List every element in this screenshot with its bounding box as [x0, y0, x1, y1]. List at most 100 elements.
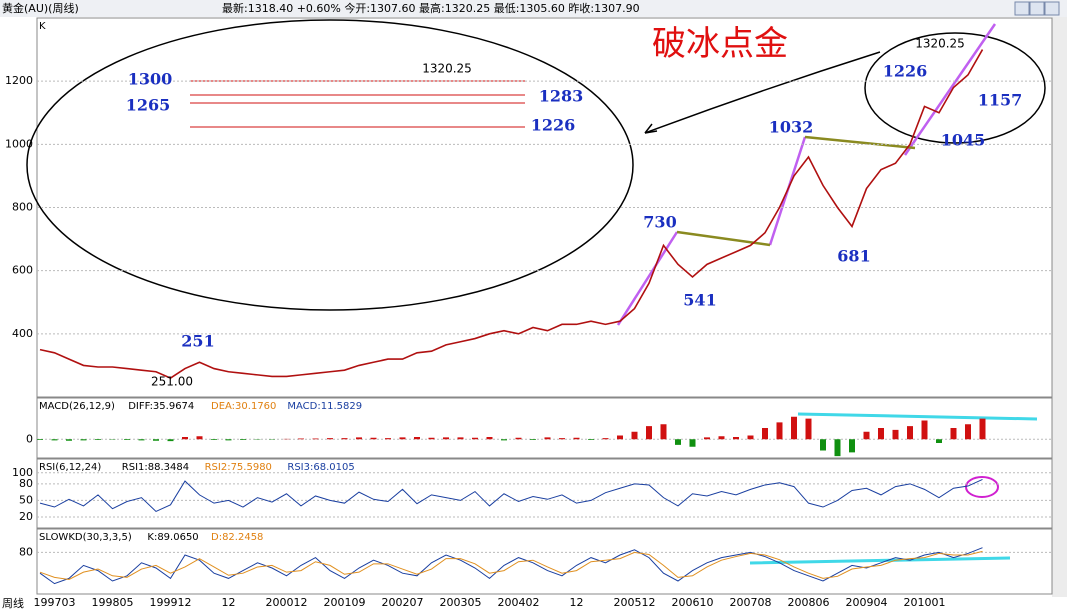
indicator-header: SLOWKD(30,3,3,5) [39, 532, 132, 543]
macd-bar [80, 439, 87, 441]
x-tick-label: 12 [222, 596, 236, 609]
macd-bar [472, 437, 478, 440]
annotation: 1157 [978, 91, 1023, 110]
x-tick-label: 200207 [382, 596, 424, 609]
macd-bar [733, 437, 739, 440]
macd-bar [312, 438, 319, 440]
indicator-readout: RSI2:75.5980 [205, 462, 272, 473]
x-tick-label: 199703 [34, 596, 76, 609]
macd-bar [327, 438, 333, 440]
macd-bar [414, 437, 420, 440]
macd-bar [776, 422, 783, 440]
indicator-readout: RSI3:68.0105 [287, 462, 354, 473]
macd-bar [544, 437, 551, 440]
x-tick-label: 200904 [846, 596, 888, 609]
macd-bar [965, 424, 971, 440]
y-tick-label: 80 [19, 477, 33, 490]
macd-bar [457, 437, 464, 440]
macd-bar [225, 439, 232, 441]
x-tick-label: 200708 [730, 596, 772, 609]
y-tick-label: 800 [12, 201, 33, 214]
x-tick-label: 200806 [788, 596, 830, 609]
annotation: 1320.25 [422, 62, 472, 76]
annotation: 1320.25 [915, 37, 965, 51]
annotation: 730 [643, 213, 676, 232]
macd-bar [936, 439, 942, 443]
indicator-readout: RSI1:88.3484 [122, 462, 189, 473]
macd-bar [660, 424, 667, 440]
macd-bar [399, 437, 406, 440]
x-tick-label: 200109 [324, 596, 366, 609]
annotation: 1226 [531, 116, 576, 135]
x-tick-label: 199805 [92, 596, 134, 609]
macd-bar [486, 437, 493, 440]
y-tick-label: 100 [12, 466, 33, 479]
window-buttons[interactable] [1014, 1, 1060, 16]
macd-bar [573, 437, 580, 440]
macd-bar [138, 439, 145, 441]
side-strip [1052, 17, 1067, 597]
series-line [39, 550, 983, 580]
annotation: 1032 [769, 118, 814, 137]
y-tick-label: 0 [26, 432, 33, 445]
btn-next[interactable] [1029, 1, 1045, 16]
macd-bar [675, 439, 681, 445]
macd-bar [805, 418, 812, 440]
macd-bar [631, 431, 638, 440]
annotation: 251 [181, 332, 214, 351]
macd-bar [602, 438, 609, 440]
annotation: 1045 [941, 131, 986, 150]
y-tick-label: 80 [19, 545, 33, 558]
macd-bar [196, 436, 203, 440]
macd-bar [182, 437, 188, 440]
macd-bar [704, 437, 710, 440]
annotation: 541 [683, 291, 716, 310]
macd-bar [950, 428, 957, 440]
y-tick-label: 1200 [5, 74, 33, 87]
macd-bar [646, 426, 652, 440]
x-tick-label: 199912 [150, 596, 192, 609]
btn-prev[interactable] [1014, 1, 1030, 16]
chart-title: 破冰点金 [652, 24, 788, 64]
macd-bar [167, 439, 174, 442]
y-tick-label: 50 [19, 493, 33, 506]
macd-bar [124, 439, 130, 440]
macd-bar [878, 428, 884, 440]
annotation: 1226 [883, 62, 928, 81]
x-tick-label: 200305 [440, 596, 482, 609]
x-tick-label: 12 [570, 596, 584, 609]
annotation: 1300 [128, 70, 173, 89]
panel-label: K [39, 21, 46, 32]
indicator-readout: K:89.0650 [147, 532, 198, 543]
y-tick-label: 1000 [5, 137, 33, 150]
macd-bar [834, 439, 841, 457]
panel-frames [36, 17, 1053, 595]
macd-bar [298, 438, 304, 440]
y-tick-label: 600 [12, 264, 33, 277]
macd-bar [515, 437, 522, 440]
macd-bar [849, 439, 855, 453]
macd-bar [211, 439, 217, 440]
x-tick-label: 200512 [614, 596, 656, 609]
macd-bar [921, 420, 928, 440]
macd-bar [892, 429, 899, 440]
btn-close[interactable] [1044, 1, 1060, 16]
series-line [39, 547, 983, 585]
annotation: 1265 [126, 96, 171, 115]
indicator-readout: DIFF:35.9674 [128, 401, 194, 412]
quote-line: 最新:1318.40 +0.60% 今开:1307.60 最高:1320.25 … [222, 1, 640, 15]
period-label: 周线 [2, 596, 24, 610]
macd-bar [95, 439, 101, 440]
macd-bar [559, 438, 565, 440]
x-tick-label: 200012 [266, 596, 308, 609]
indicator-readout: MACD:11.5829 [287, 401, 362, 412]
macd-bar [762, 428, 768, 440]
series-line [39, 49, 984, 379]
macd-bar [153, 439, 159, 441]
macd-bar [428, 437, 435, 440]
macd-bar [820, 439, 826, 451]
indicator-readout: D:82.2458 [211, 532, 263, 543]
macd-bar [907, 426, 913, 440]
macd-bar [240, 439, 246, 440]
